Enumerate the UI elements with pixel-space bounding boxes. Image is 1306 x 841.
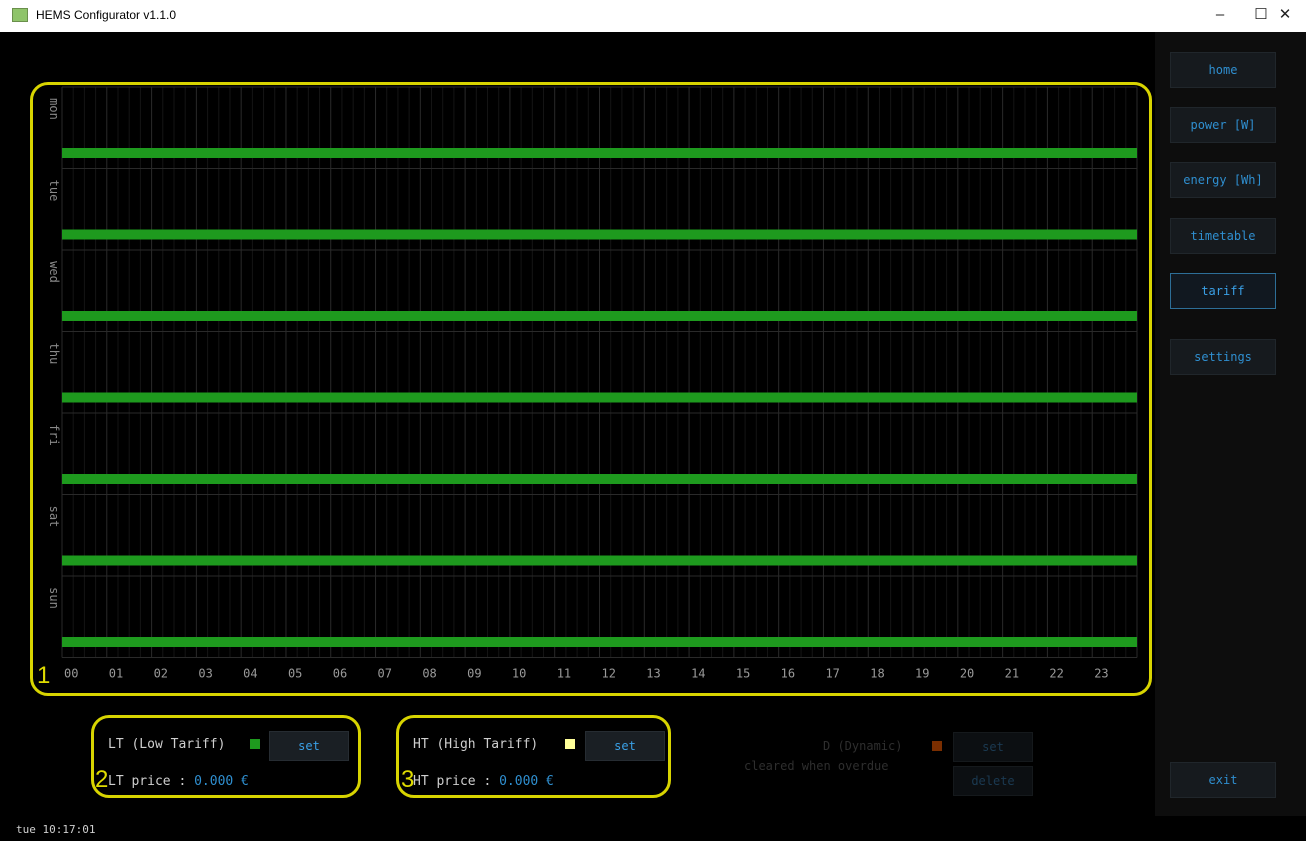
hour-label-11: 11 bbox=[557, 667, 571, 681]
tariff-timetable-chart[interactable]: mon tue wed thu fri sat sun 00 01 02 03 04 05 06 07 08 0… bbox=[7, 32, 1155, 816]
title-bar: HEMS Configurator v1.1.0 – ☐ ✕ bbox=[0, 0, 1306, 32]
hour-label-02: 02 bbox=[154, 667, 168, 681]
hour-label-01: 01 bbox=[109, 667, 123, 681]
hour-label-19: 19 bbox=[915, 667, 929, 681]
annotation-box-2 bbox=[91, 715, 361, 798]
hour-label-21: 21 bbox=[1005, 667, 1019, 681]
status-clock: tue 10:17:01 bbox=[16, 823, 96, 836]
main-area: mon tue wed thu fri sat sun 00 01 02 03 04 05 06 07 08 0… bbox=[7, 32, 1155, 816]
status-bar: tue 10:17:01 bbox=[0, 816, 1306, 841]
hour-label-00: 00 bbox=[64, 667, 78, 681]
dynamic-label: D (Dynamic) bbox=[823, 739, 903, 753]
ht-set-button[interactable]: set bbox=[585, 731, 665, 761]
annotation-number-2: 2 bbox=[95, 766, 109, 793]
hour-label-20: 20 bbox=[960, 667, 974, 681]
ht-label: HT (High Tariff) bbox=[413, 737, 539, 752]
lt-set-button[interactable]: set bbox=[269, 731, 349, 761]
nav-home-button[interactable]: home bbox=[1170, 52, 1276, 88]
annotation-number-1: 1 bbox=[37, 662, 51, 689]
tariff-bar-wed bbox=[62, 311, 1137, 321]
sidebar: home power [W] energy [Wh] timetable tar… bbox=[1155, 32, 1306, 816]
lt-price-value: 0.000 € bbox=[194, 774, 249, 789]
nav-energy-button[interactable]: energy [Wh] bbox=[1170, 162, 1276, 198]
hour-label-04: 04 bbox=[243, 667, 257, 681]
nav-settings-button[interactable]: settings bbox=[1170, 339, 1276, 375]
dynamic-note: cleared when overdue bbox=[744, 759, 889, 773]
hour-label-06: 06 bbox=[333, 667, 347, 681]
annotation-box-3 bbox=[396, 715, 671, 798]
dynamic-set-button[interactable]: set bbox=[953, 732, 1033, 762]
lt-label: LT (Low Tariff) bbox=[108, 737, 226, 752]
nav-tariff-button[interactable]: tariff bbox=[1170, 273, 1276, 309]
day-label-thu: thu bbox=[47, 343, 61, 365]
ht-color-swatch bbox=[565, 739, 575, 749]
day-label-sun: sun bbox=[47, 587, 61, 609]
hour-label-23: 23 bbox=[1094, 667, 1108, 681]
hour-label-17: 17 bbox=[825, 667, 839, 681]
annotation-box-1 bbox=[30, 82, 1152, 696]
lt-price: LT price : 0.000 € bbox=[108, 774, 249, 789]
tariff-bar-thu bbox=[62, 392, 1137, 403]
tariff-bar-sun bbox=[62, 637, 1137, 647]
hour-label-18: 18 bbox=[870, 667, 884, 681]
day-label-wed: wed bbox=[47, 261, 61, 283]
tariff-bar-fri bbox=[62, 474, 1137, 484]
maximize-button[interactable]: ☐ bbox=[1254, 6, 1268, 23]
tariff-bar-tue bbox=[62, 229, 1137, 240]
day-label-fri: fri bbox=[47, 424, 61, 446]
hour-label-13: 13 bbox=[646, 667, 660, 681]
day-label-tue: tue bbox=[47, 180, 61, 202]
lt-color-swatch bbox=[250, 739, 260, 749]
hour-label-10: 10 bbox=[512, 667, 526, 681]
dynamic-color-swatch bbox=[932, 741, 942, 751]
tariff-bar-sat bbox=[62, 555, 1137, 566]
nav-power-button[interactable]: power [W] bbox=[1170, 107, 1276, 143]
minimize-button[interactable]: – bbox=[1215, 6, 1225, 23]
nav-timetable-button[interactable]: timetable bbox=[1170, 218, 1276, 254]
exit-button[interactable]: exit bbox=[1170, 762, 1276, 798]
close-button[interactable]: ✕ bbox=[1278, 6, 1292, 23]
ht-price: HT price : 0.000 € bbox=[413, 774, 554, 789]
app-icon bbox=[12, 8, 28, 22]
ht-price-value: 0.000 € bbox=[499, 774, 554, 789]
hour-label-22: 22 bbox=[1049, 667, 1063, 681]
hour-label-09: 09 bbox=[467, 667, 481, 681]
day-label-mon: mon bbox=[47, 98, 61, 120]
hour-label-14: 14 bbox=[691, 667, 705, 681]
annotation-number-3: 3 bbox=[401, 766, 415, 793]
hour-label-16: 16 bbox=[781, 667, 795, 681]
hour-label-15: 15 bbox=[736, 667, 750, 681]
day-label-sat: sat bbox=[47, 506, 61, 528]
hour-label-05: 05 bbox=[288, 667, 302, 681]
ht-price-label: HT price : bbox=[413, 774, 500, 789]
lt-price-label: LT price : bbox=[108, 774, 195, 789]
tariff-bar-mon bbox=[62, 148, 1137, 158]
hour-label-12: 12 bbox=[602, 667, 616, 681]
hour-label-08: 08 bbox=[422, 667, 436, 681]
hour-label-07: 07 bbox=[378, 667, 392, 681]
window-title: HEMS Configurator v1.1.0 bbox=[36, 8, 177, 22]
dynamic-delete-button[interactable]: delete bbox=[953, 766, 1033, 796]
hour-label-03: 03 bbox=[198, 667, 212, 681]
